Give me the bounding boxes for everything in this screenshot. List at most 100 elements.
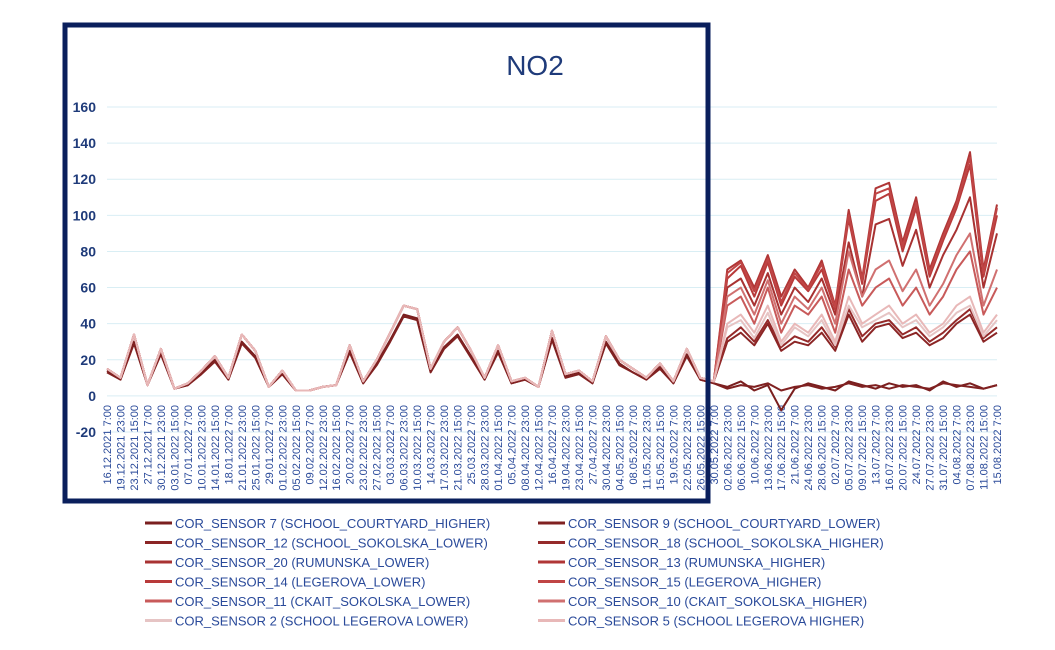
legend-label: COR_SENSOR_15 (LEGEROVA_HIGHER) xyxy=(568,575,821,590)
series-line-8 xyxy=(106,156,998,392)
x-tick-label: 25.03.2022 7:00 xyxy=(466,405,478,485)
x-tick-label: 20.02.2022 7:00 xyxy=(345,405,357,485)
x-tick-label: 04.08.2022 7:00 xyxy=(952,405,964,485)
legend-label: COR_SENSOR_12 (SCHOOL_SOKOLSKA_LOWER) xyxy=(175,536,488,551)
chart-title: NO2 xyxy=(506,50,564,81)
legend-label: COR_SENSOR_14 (LEGEROVA_LOWER) xyxy=(175,575,425,590)
x-tick-label: 21.06.2022 7:00 xyxy=(790,405,802,485)
y-tick-label: -20 xyxy=(76,424,96,440)
x-tick-label: 28.06.2022 15:00 xyxy=(817,405,829,491)
x-tick-label: 11.08.2022 15:00 xyxy=(979,405,991,490)
x-tick-label: 23.12.2021 15:00 xyxy=(129,405,141,491)
y-tick-label: 160 xyxy=(73,99,97,115)
y-tick-label: 60 xyxy=(80,280,96,296)
y-tick-label: 0 xyxy=(88,388,96,404)
x-tick-label: 05.04.2022 7:00 xyxy=(507,405,519,485)
x-tick-label: 14.03.2022 7:00 xyxy=(426,405,438,485)
x-tick-label: 24.06.2022 23:00 xyxy=(803,405,815,491)
x-tick-label: 17.03.2022 23:00 xyxy=(439,405,451,491)
x-tick-label: 11.05.2022 23:00 xyxy=(641,405,653,490)
x-tick-label: 21.01.2022 23:00 xyxy=(237,405,249,491)
x-tick-label: 05.07.2022 23:00 xyxy=(844,405,856,491)
x-tick-label: 10.01.2022 23:00 xyxy=(196,405,208,491)
x-tick-label: 01.02.2022 23:00 xyxy=(277,405,289,491)
x-tick-label: 12.02.2022 23:00 xyxy=(318,405,330,491)
x-tick-label: 09.07.2022 15:00 xyxy=(857,405,869,491)
x-tick-label: 23.04.2022 15:00 xyxy=(574,405,586,491)
y-tick-label: 40 xyxy=(80,316,96,332)
highlight-box xyxy=(62,22,711,504)
legend-label: COR_SENSOR_13 (RUMUNSKA_HIGHER) xyxy=(568,555,825,570)
x-tick-label: 16.12.2021 7:00 xyxy=(102,405,114,485)
x-tick-label: 12.04.2022 15:00 xyxy=(534,405,546,491)
x-tick-label: 20.07.2022 15:00 xyxy=(898,405,910,491)
legend-label: COR_SENSOR 9 (SCHOOL_COURTYARD_LOWER) xyxy=(568,516,880,531)
series-line-1 xyxy=(106,313,998,412)
legend-label: COR_SENSOR_20 (RUMUNSKA_LOWER) xyxy=(175,555,429,570)
y-tick-label: 20 xyxy=(80,352,96,368)
series-line-10 xyxy=(106,232,998,392)
x-tick-label: 05.02.2022 15:00 xyxy=(291,405,303,491)
x-tick-label: 18.01.2022 7:00 xyxy=(223,405,235,485)
x-tick-label: 15.08.2022 7:00 xyxy=(992,405,1004,485)
x-tick-label: 03.01.2022 15:00 xyxy=(169,405,181,491)
legend-label: COR_SENSOR 2 (SCHOOL LEGEROVA LOWER) xyxy=(175,614,468,629)
legend-label: COR_SENSOR_10 (CKAIT_SOKOLSKA_HIGHER) xyxy=(568,594,867,609)
x-tick-label: 06.03.2022 23:00 xyxy=(399,405,411,491)
x-tick-label: 25.01.2022 15:00 xyxy=(250,405,262,491)
x-tick-label: 07.01.2022 7:00 xyxy=(183,405,195,485)
x-tick-label: 02.07.2022 7:00 xyxy=(830,405,842,485)
x-tick-label: 19.04.2022 23:00 xyxy=(560,405,572,491)
x-tick-label: 06.06.2022 15:00 xyxy=(736,405,748,491)
x-tick-label: 08.05.2022 7:00 xyxy=(628,405,640,485)
x-tick-label: 10.03.2022 15:00 xyxy=(412,405,424,491)
x-tick-label: 10.06.2022 7:00 xyxy=(749,405,761,485)
x-tick-label: 16.07.2022 23:00 xyxy=(884,405,896,491)
x-tick-label: 27.02.2022 15:00 xyxy=(372,405,384,491)
x-tick-label: 24.07.2022 7:00 xyxy=(911,405,923,485)
x-tick-label: 16.04.2022 7:00 xyxy=(547,405,559,485)
x-tick-label: 31.07.2022 15:00 xyxy=(938,405,950,491)
y-axis-ticks: -20 0 20 40 60 80 100 120 140 160 xyxy=(73,99,97,440)
x-tick-label: 27.07.2022 23:00 xyxy=(925,405,937,491)
x-tick-label: 21.03.2022 15:00 xyxy=(453,405,465,491)
y-tick-label: 140 xyxy=(73,135,97,151)
x-tick-label: 27.04.2022 7:00 xyxy=(587,405,599,485)
legend: COR_SENSOR 7 (SCHOOL_COURTYARD_HIGHER) CO… xyxy=(145,516,884,629)
x-tick-label: 09.02.2022 7:00 xyxy=(304,405,316,485)
x-tick-label: 29.01.2022 7:00 xyxy=(264,405,276,485)
x-tick-label: 23.02.2022 23:00 xyxy=(358,405,370,491)
x-tick-label: 30.12.2021 23:00 xyxy=(156,405,168,491)
x-tick-label: 19.05.2022 7:00 xyxy=(668,405,680,485)
x-tick-label: 14.01.2022 15:00 xyxy=(210,405,222,491)
series-line-12 xyxy=(106,295,998,392)
x-tick-label: 30.05.2022 7:00 xyxy=(709,405,721,485)
x-tick-label: 26.05.2022 15:00 xyxy=(695,405,707,491)
legend-label: COR_SENSOR_11 (CKAIT_SOKOLSKA_LOWER) xyxy=(175,594,470,609)
x-tick-label: 13.07.2022 7:00 xyxy=(871,405,883,485)
legend-label: COR_SENSOR_18 (SCHOOL_SOKOLSKA_HIGHER) xyxy=(568,536,884,551)
x-tick-label: 03.03.2022 7:00 xyxy=(385,405,397,485)
x-tick-label: 30.04.2022 23:00 xyxy=(601,405,613,491)
x-axis-ticks: 16.12.2021 7:00 19.12.2021 23:00 23.12.202… xyxy=(102,405,1004,491)
legend-label: COR_SENSOR 7 (SCHOOL_COURTYARD_HIGHER) xyxy=(175,516,490,531)
y-tick-label: 120 xyxy=(73,171,97,187)
x-tick-label: 17.06.2022 15:00 xyxy=(776,405,788,491)
x-tick-label: 13.06.2022 23:00 xyxy=(763,405,775,491)
legend-label: COR_SENSOR 5 (SCHOOL LEGEROVA HIGHER) xyxy=(568,614,864,629)
x-tick-label: 28.03.2022 23:00 xyxy=(480,405,492,491)
x-tick-label: 08.04.2022 23:00 xyxy=(520,405,532,491)
x-tick-label: 04.05.2022 15:00 xyxy=(614,405,626,491)
series-lines xyxy=(106,151,998,412)
series-line-2 xyxy=(106,315,998,392)
x-tick-label: 19.12.2021 23:00 xyxy=(115,405,127,491)
x-tick-label: 15.05.2022 15:00 xyxy=(655,405,667,491)
x-tick-label: 07.08.2022 23:00 xyxy=(965,405,977,491)
x-tick-label: 16.02.2022 15:00 xyxy=(331,405,343,491)
x-tick-label: 02.06.2022 23:00 xyxy=(722,405,734,491)
x-tick-label: 01.04.2022 15:00 xyxy=(493,405,505,491)
x-tick-label: 22.05.2022 23:00 xyxy=(682,405,694,491)
y-tick-label: 100 xyxy=(73,207,97,223)
x-tick-label: 27.12.2021 7:00 xyxy=(142,405,154,485)
